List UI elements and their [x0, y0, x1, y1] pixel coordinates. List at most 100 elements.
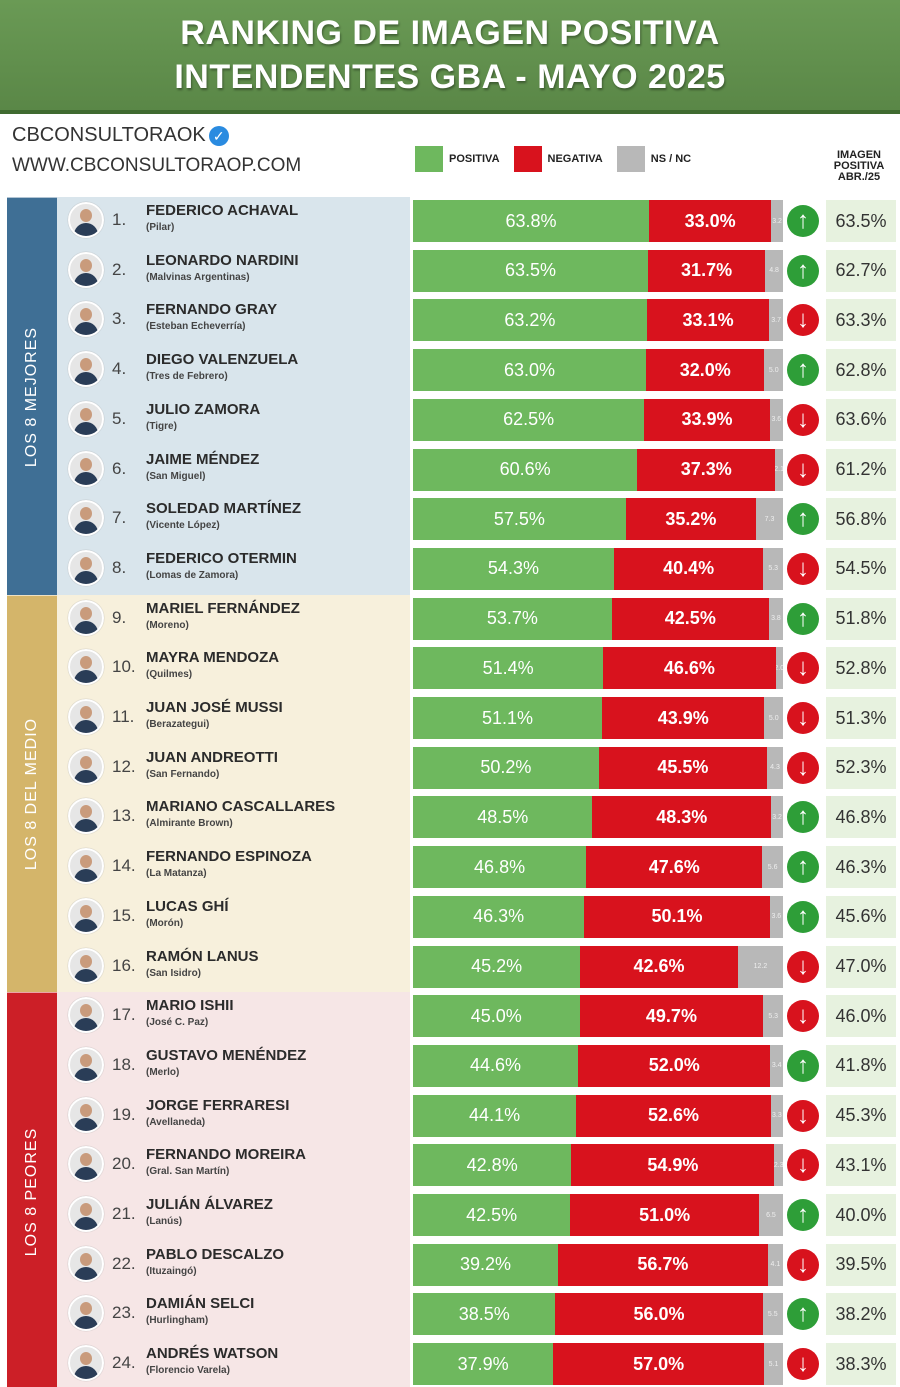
avatar-head	[80, 855, 92, 869]
avatar-head	[80, 656, 92, 670]
bar-nsnc: 3.6	[769, 895, 783, 938]
stacked-bar: 45.2% 42.6% 12.2	[413, 945, 783, 988]
mayor-name: MARIO ISHII	[146, 997, 234, 1015]
bar-nsnc: 3.4	[770, 1044, 783, 1087]
bar-negative: 48.3%	[592, 796, 772, 839]
avatar-head	[80, 1203, 92, 1216]
avatar-shoulders	[74, 1018, 98, 1032]
previous-positive-value: 62.8%	[826, 349, 896, 392]
rank-number: 9.	[112, 607, 127, 627]
bar-positive: 46.3%	[413, 895, 585, 938]
municipality: (Lanús)	[146, 1216, 183, 1227]
stacked-bar: 50.2% 45.5% 4.3	[413, 746, 783, 789]
bar-positive: 63.0%	[413, 349, 647, 392]
arrow-down-icon: ↓	[787, 1149, 819, 1182]
mayor-name: JUAN JOSÉ MUSSI	[146, 699, 283, 716]
rank-number: 17.	[112, 1005, 136, 1025]
bar-positive: 50.2%	[413, 746, 599, 789]
table-row: 24. ANDRÉS WATSON (Florencio Varela) 37.9% 5…	[0, 1340, 900, 1387]
rank-number: 20.	[112, 1154, 136, 1174]
previous-positive-value: 56.8%	[826, 498, 896, 541]
rank-number: 12.	[112, 756, 136, 776]
mayor-name: FERNANDO MOREIRA	[146, 1146, 306, 1164]
brand-handle: CBCONSULTORAOK ✓	[12, 124, 229, 147]
municipality: (Tigre)	[146, 420, 177, 432]
legend-positive-label: POSITIVA	[449, 153, 500, 165]
table-row: 13. MARIANO CASCALLARES (Almirante Brown) 4…	[0, 793, 900, 843]
avatar-shoulders	[74, 322, 98, 336]
table-row: 11. JUAN JOSÉ MUSSI (Berazategui) 51.1% 43.9…	[0, 694, 900, 744]
bar-nsnc: 2.0	[775, 647, 783, 690]
mayor-name: JULIO ZAMORA	[146, 400, 261, 418]
avatar-head	[80, 606, 92, 620]
stacked-bar: 63.0% 32.0% 5.0	[413, 349, 783, 392]
avatar	[68, 1295, 104, 1332]
bar-negative: 40.4%	[613, 547, 764, 590]
bar-positive: 63.5%	[413, 249, 648, 292]
avatar-shoulders	[74, 1266, 98, 1280]
arrow-down-icon: ↓	[787, 453, 819, 486]
table-row: 16. RAMÓN LANUS (San Isidro) 45.2% 42.6% 12.2…	[0, 943, 900, 993]
mayor-name: SOLEDAD MARTÍNEZ	[146, 500, 301, 518]
bar-nsnc: 5.1	[764, 1343, 783, 1386]
avatar-head	[80, 258, 92, 272]
avatar	[68, 748, 104, 785]
arrow-up-icon: ↑	[787, 900, 819, 933]
previous-positive-value: 46.8%	[826, 796, 896, 839]
bar-nsnc: 4.3	[767, 746, 783, 789]
avatar	[68, 1245, 104, 1282]
bar-nsnc: 5.3	[763, 995, 783, 1038]
avatar-shoulders	[74, 869, 98, 883]
table-row: 6. JAIME MÉNDEZ (San Miguel) 60.6% 37.3% 2.1 ↓…	[0, 446, 900, 496]
bar-positive: 60.6%	[413, 448, 638, 491]
rank-number: 5.	[112, 408, 127, 428]
bar-positive: 53.7%	[413, 597, 612, 640]
rank-number: 6.	[112, 458, 127, 478]
previous-image-header: IMAGEN POSITIVA ABR./25	[824, 150, 894, 183]
stacked-bar: 46.8% 47.6% 5.6	[413, 846, 783, 889]
bar-nsnc: 6.5	[758, 1194, 783, 1236]
table-row: 14. FERNANDO ESPINOZA (La Matanza) 46.8% 47.…	[0, 843, 900, 893]
arrow-down-icon: ↓	[787, 1000, 819, 1033]
previous-positive-value: 52.3%	[826, 746, 896, 789]
previous-positive-value: 46.0%	[826, 995, 896, 1038]
table-row: 4. DIEGO VALENZUELA (Tres de Febrero) 63.0%…	[0, 346, 900, 396]
mayor-name: MARIANO CASCALLARES	[146, 798, 336, 816]
legend-positive-swatch	[415, 146, 443, 172]
avatar-shoulders	[74, 570, 98, 584]
arrow-down-icon: ↓	[787, 1099, 819, 1132]
stacked-bar: 54.3% 40.4% 5.3	[413, 547, 783, 590]
avatar	[68, 351, 104, 388]
avatar-shoulders	[74, 918, 98, 932]
bar-nsnc: 4.1	[767, 1243, 783, 1286]
arrow-up-icon: ↑	[787, 602, 819, 635]
avatar-head	[80, 457, 92, 471]
municipality: (Vicente López)	[146, 520, 220, 532]
rank-number: 24.	[112, 1353, 136, 1373]
stacked-bar: 44.6% 52.0% 3.4	[413, 1044, 783, 1087]
group-band: LOS 8 MEJORES	[7, 197, 57, 596]
bar-positive: 44.6%	[413, 1044, 579, 1087]
avatar-shoulders	[74, 521, 98, 535]
arrow-up-icon: ↑	[787, 503, 819, 536]
verified-check-icon: ✓	[208, 125, 229, 146]
bar-positive: 51.1%	[413, 697, 603, 739]
stacked-bar: 46.3% 50.1% 3.6	[413, 895, 783, 938]
mayor-name: ANDRÉS WATSON	[146, 1345, 279, 1363]
avatar-shoulders	[74, 1067, 98, 1081]
previous-positive-value: 63.5%	[826, 200, 896, 242]
arrow-up-icon: ↑	[787, 254, 819, 287]
avatar-head	[80, 1302, 92, 1316]
previous-header-line-2: POSITIVA	[833, 160, 885, 172]
avatar	[68, 848, 104, 885]
avatar	[68, 1345, 104, 1382]
avatar	[68, 500, 104, 537]
avatar-shoulders	[74, 670, 98, 684]
avatar	[68, 549, 104, 586]
mayor-name: JAIME MÉNDEZ	[146, 450, 260, 468]
avatar-shoulders	[74, 819, 98, 833]
arrow-down-icon: ↓	[787, 304, 819, 337]
avatar	[68, 450, 104, 487]
bar-negative: 37.3%	[637, 448, 776, 491]
avatar-head	[80, 209, 92, 222]
